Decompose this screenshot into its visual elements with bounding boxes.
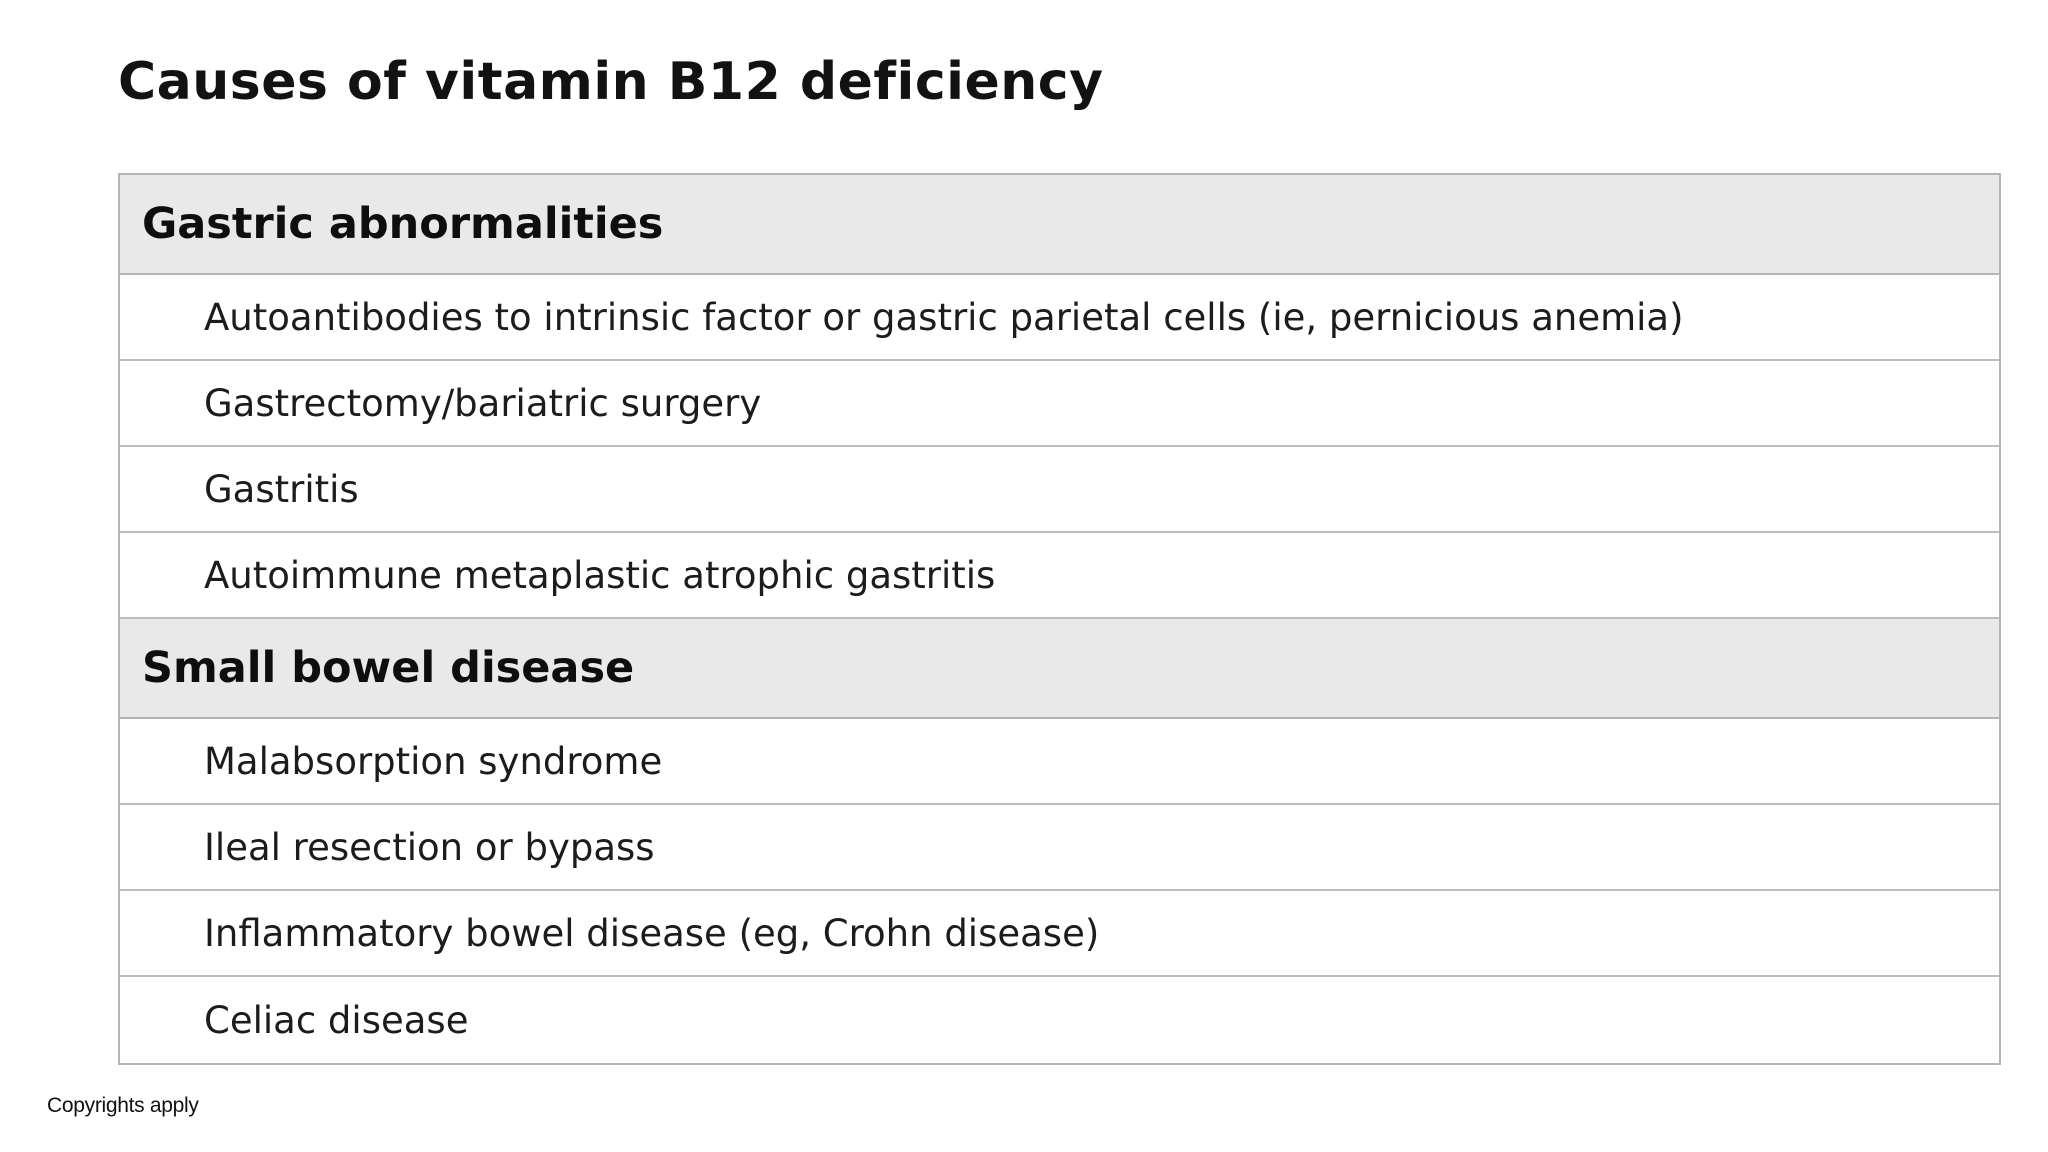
copyright-note: Copyrights apply xyxy=(47,1094,199,1117)
section-header-small-bowel-disease: Small bowel disease xyxy=(120,619,1999,719)
page-title: Causes of vitamin B12 deficiency xyxy=(118,52,1104,112)
table-row-ileal-resection: Ileal resection or bypass xyxy=(120,805,1999,891)
section-header-gastric-abnormalities: Gastric abnormalities xyxy=(120,175,1999,275)
table-row-malabsorption: Malabsorption syndrome xyxy=(120,719,1999,805)
table-row-pernicious-anemia: Autoantibodies to intrinsic factor or ga… xyxy=(120,275,1999,361)
causes-table: Gastric abnormalities Autoantibodies to … xyxy=(118,173,2001,1065)
table-row-gastrectomy: Gastrectomy/bariatric surgery xyxy=(120,361,1999,447)
table-row-autoimmune-atrophic-gastritis: Autoimmune metaplastic atrophic gastriti… xyxy=(120,533,1999,619)
table-row-inflammatory-bowel-disease: Inflammatory bowel disease (eg, Crohn di… xyxy=(120,891,1999,977)
table-row-gastritis: Gastritis xyxy=(120,447,1999,533)
table-row-celiac-disease: Celiac disease xyxy=(120,977,1999,1063)
